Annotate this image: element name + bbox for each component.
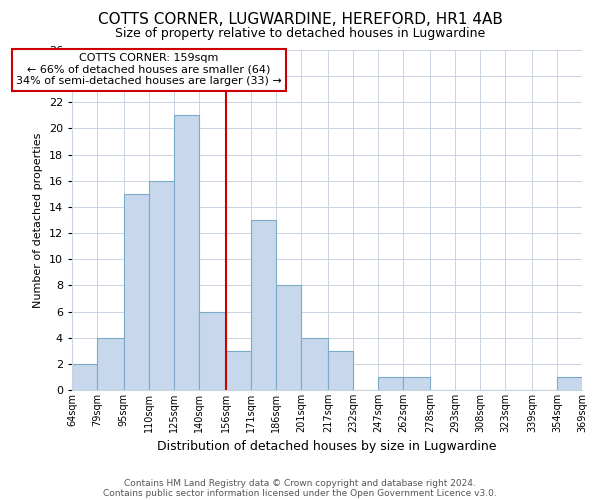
X-axis label: Distribution of detached houses by size in Lugwardine: Distribution of detached houses by size …	[157, 440, 497, 454]
Y-axis label: Number of detached properties: Number of detached properties	[33, 132, 43, 308]
Text: Contains public sector information licensed under the Open Government Licence v3: Contains public sector information licen…	[103, 488, 497, 498]
Bar	[97, 338, 124, 390]
Text: Contains HM Land Registry data © Crown copyright and database right 2024.: Contains HM Land Registry data © Crown c…	[124, 478, 476, 488]
Bar	[72, 364, 97, 390]
Bar	[149, 181, 174, 390]
Bar	[557, 377, 582, 390]
Bar	[251, 220, 276, 390]
Bar	[174, 116, 199, 390]
Bar	[226, 351, 251, 390]
Bar	[276, 286, 301, 390]
Text: COTTS CORNER, LUGWARDINE, HEREFORD, HR1 4AB: COTTS CORNER, LUGWARDINE, HEREFORD, HR1 …	[98, 12, 502, 28]
Bar	[403, 377, 430, 390]
Bar	[301, 338, 328, 390]
Bar	[378, 377, 403, 390]
Bar	[124, 194, 149, 390]
Bar	[328, 351, 353, 390]
Text: Size of property relative to detached houses in Lugwardine: Size of property relative to detached ho…	[115, 28, 485, 40]
Text: COTTS CORNER: 159sqm
← 66% of detached houses are smaller (64)
34% of semi-detac: COTTS CORNER: 159sqm ← 66% of detached h…	[16, 53, 282, 86]
Bar	[199, 312, 226, 390]
